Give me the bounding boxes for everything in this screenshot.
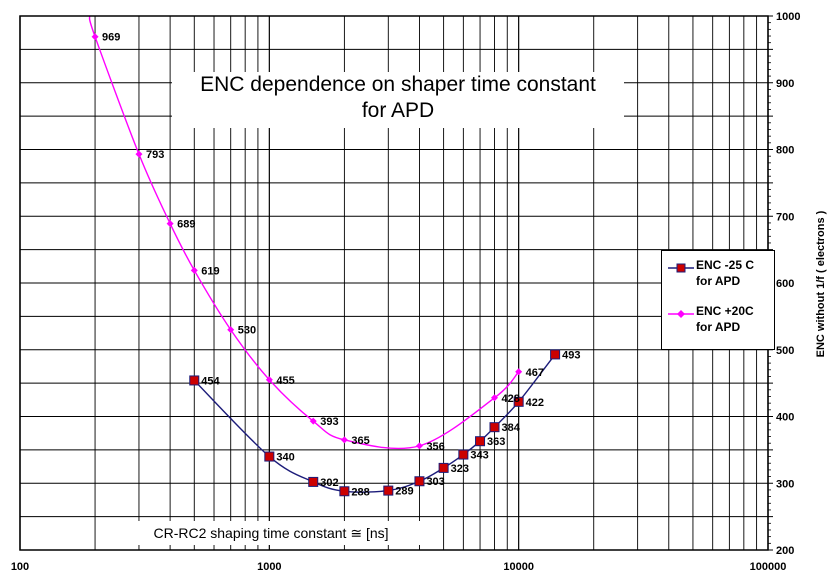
data-label: 365 (351, 435, 369, 447)
legend-square-marker-icon (668, 263, 694, 273)
data-point (513, 396, 524, 407)
data-point (458, 449, 469, 460)
data-label: 340 (276, 452, 294, 464)
y-tick-label: 200 (776, 545, 794, 557)
data-label: 422 (526, 397, 544, 409)
data-point (166, 220, 174, 228)
data-point (135, 150, 143, 158)
data-label: 363 (487, 436, 505, 448)
y-tick-label: 300 (776, 478, 794, 490)
legend: ENC -25 C for APD ENC +20C for APD (661, 250, 775, 350)
data-point (264, 451, 275, 462)
data-label: 288 (351, 486, 369, 498)
data-point (339, 486, 350, 497)
data-label: 619 (201, 265, 219, 277)
data-point (308, 476, 319, 487)
data-label: 303 (426, 476, 444, 488)
data-label: 530 (238, 325, 256, 337)
data-label: 289 (395, 486, 413, 498)
data-point (414, 476, 425, 487)
y-tick-label: 600 (776, 278, 794, 290)
data-label: 454 (201, 375, 220, 387)
data-label: 689 (177, 219, 195, 231)
x-tick-label: 10000 (503, 561, 534, 573)
data-label: 455 (276, 375, 294, 387)
chart-title-line-2: for APD (361, 99, 435, 122)
y-tick-label: 1000 (776, 11, 800, 23)
legend-diamond-marker-icon (668, 310, 694, 318)
data-label: 493 (562, 349, 580, 361)
data-label: 302 (320, 477, 338, 489)
data-point (190, 266, 198, 274)
legend-label-series-2: ENC +20C for APD (696, 304, 754, 334)
y-axis-label: ENC without 1/f ( electrons ) (815, 210, 827, 358)
y-tick-label: 900 (776, 78, 794, 90)
data-point (309, 417, 317, 425)
data-label: 323 (451, 463, 469, 475)
chart-title-line-1: ENC dependence on shaper time constant (200, 73, 596, 96)
data-label: 343 (470, 450, 488, 462)
data-label: 969 (102, 32, 120, 44)
x-tick-label: 100 (11, 561, 29, 573)
data-point (515, 368, 523, 376)
data-point (189, 375, 200, 386)
data-point (340, 436, 348, 444)
tick-labels: 200 300 400 500 600 700 800 900 1000 100 1000 10000… (11, 11, 801, 573)
data-label: 393 (320, 416, 338, 428)
data-point (489, 422, 500, 433)
data-point (383, 485, 394, 496)
data-label: 428 (502, 393, 520, 405)
legend-label-series-1: ENC -25 C for APD (696, 258, 755, 288)
chart-title: ENC dependence on shaper time constant f… (172, 72, 624, 128)
data-label: 384 (502, 422, 521, 434)
data-label: 793 (146, 149, 164, 161)
x-axis-label: CR-RC2 shaping time constant ≅ [ns] (118, 521, 424, 545)
series-line-2 (88, 15, 520, 450)
data-label: 467 (526, 367, 544, 379)
x-tick-label: 1000 (257, 561, 281, 573)
y-tick-label: 700 (776, 211, 794, 223)
y-tick-label: 800 (776, 145, 794, 157)
y-tick-label: 400 (776, 412, 794, 424)
data-point (415, 442, 423, 450)
data-point (491, 394, 499, 402)
x-tick-label: 100000 (750, 561, 787, 573)
data-point (227, 326, 235, 334)
y-tick-label: 500 (776, 345, 794, 357)
data-point (550, 349, 561, 360)
data-point (91, 33, 99, 41)
data-point (438, 462, 449, 473)
data-label: 356 (426, 441, 444, 453)
data-point (475, 436, 486, 447)
data-point (265, 376, 273, 384)
